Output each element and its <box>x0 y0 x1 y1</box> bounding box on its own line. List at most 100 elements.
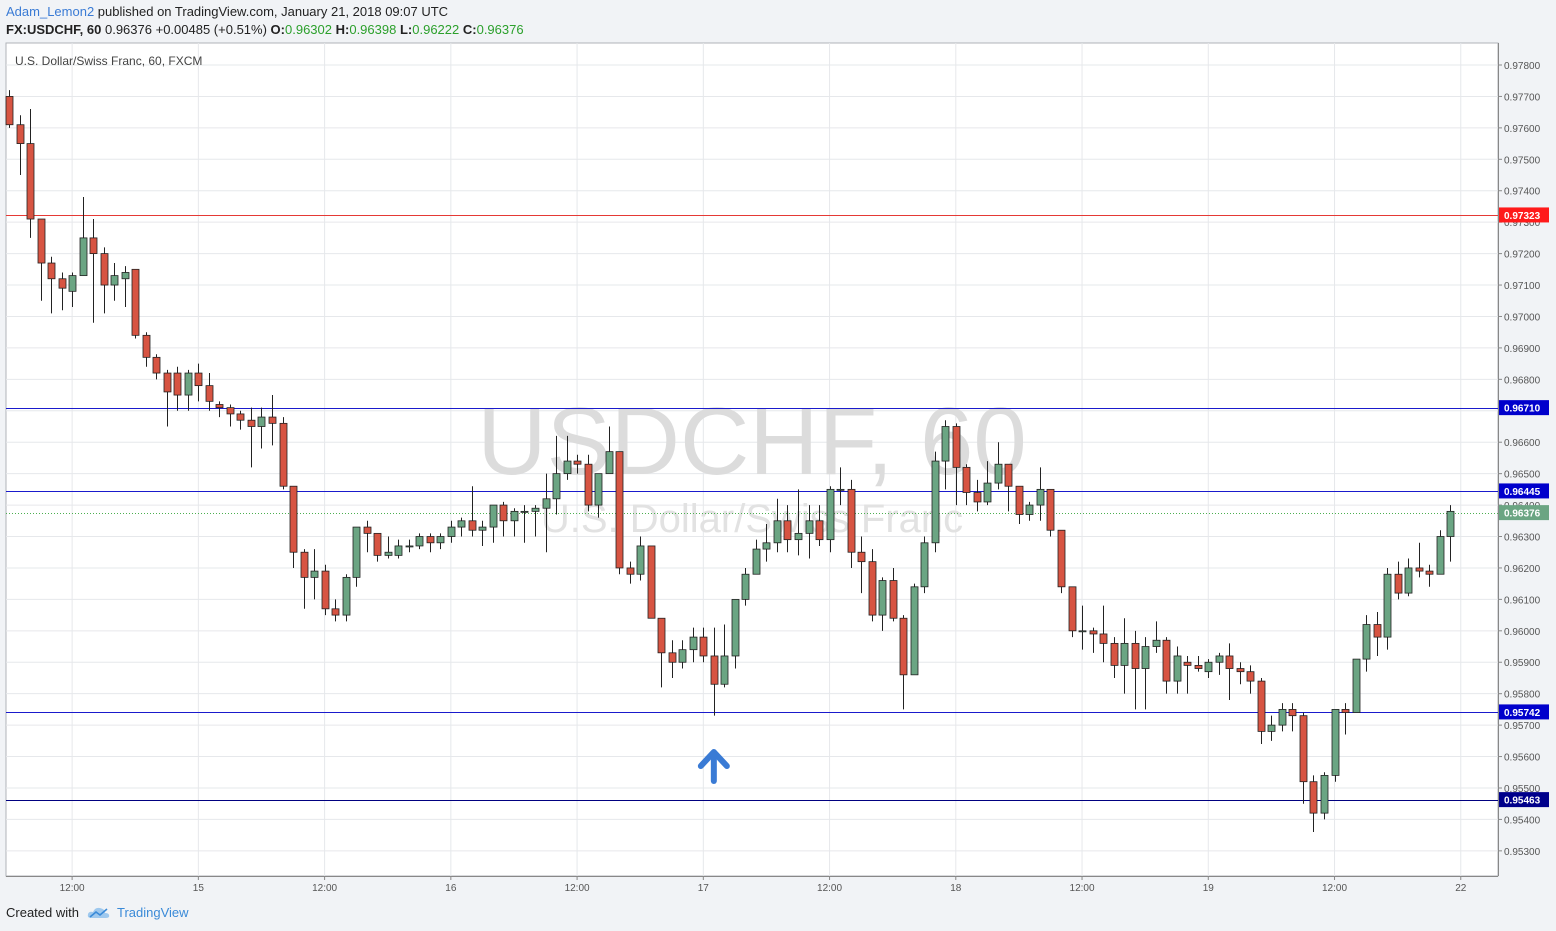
candle <box>142 332 151 367</box>
price-tick-label: 0.96600 <box>1504 438 1541 449</box>
candle-body <box>1089 630 1098 635</box>
candle-body <box>573 460 582 465</box>
candle-body <box>447 526 456 537</box>
candle-body <box>457 520 466 528</box>
candle-body <box>510 510 519 522</box>
level-price-tag: 0.96710 <box>1499 400 1549 416</box>
candle-body <box>300 551 309 578</box>
candle-body <box>794 532 803 541</box>
price-tick-label: 0.97000 <box>1504 312 1541 323</box>
candle <box>1036 467 1045 521</box>
candle <box>752 539 761 575</box>
candle <box>1309 775 1318 832</box>
candle-body <box>1152 639 1161 647</box>
candle-body <box>184 372 193 396</box>
candle <box>1025 501 1034 521</box>
candle-body <box>426 536 435 544</box>
candle <box>1194 655 1203 672</box>
price-tick-label: 0.95400 <box>1504 815 1541 826</box>
candle <box>1183 655 1192 694</box>
candle-body <box>1057 529 1066 588</box>
candle-body <box>878 580 887 616</box>
candle-body <box>605 451 614 475</box>
candle-body <box>941 426 950 462</box>
symbol-interval: FX:USDCHF, 60 <box>6 22 102 37</box>
candle <box>1068 586 1077 638</box>
candle <box>1278 703 1287 732</box>
level-price-tag-bg <box>1499 792 1549 808</box>
candle-body <box>1331 709 1340 776</box>
candle-body <box>405 545 414 548</box>
candle-body <box>1288 709 1297 717</box>
last-price: 0.96376 <box>104 22 152 37</box>
candle <box>457 517 466 537</box>
candle-body <box>1425 570 1434 575</box>
price-tick-label: 0.96300 <box>1504 533 1541 544</box>
ohlc-legend: FX:USDCHF, 60 0.96376 +0.00485 (+0.51%) … <box>6 22 524 37</box>
candle <box>331 599 340 622</box>
candle <box>710 627 719 716</box>
candle <box>847 479 856 568</box>
candle <box>1099 605 1108 663</box>
candle-body <box>131 268 140 336</box>
candle-body <box>1162 639 1171 682</box>
candle-body <box>47 262 56 280</box>
candle <box>415 533 424 550</box>
candle <box>1415 542 1424 578</box>
candle <box>920 536 929 594</box>
candle-body <box>983 482 992 503</box>
candle-body <box>1141 646 1150 669</box>
candle-body <box>1015 485 1024 515</box>
price-tick-label: 0.97100 <box>1504 281 1541 292</box>
price-tick-label: 0.97700 <box>1504 92 1541 103</box>
candle <box>1004 463 1013 512</box>
author-link[interactable]: Adam_Lemon2 <box>6 4 95 19</box>
candle <box>110 263 119 301</box>
candle-body <box>857 551 866 563</box>
candle <box>300 549 309 609</box>
candle <box>626 561 635 584</box>
candle <box>741 567 750 606</box>
candle-body <box>331 608 340 616</box>
candle-body <box>415 536 424 547</box>
candle-body <box>342 576 351 616</box>
candle-body <box>1110 642 1119 666</box>
candle <box>37 218 46 301</box>
candle <box>226 404 235 427</box>
candle-body <box>720 655 729 685</box>
candle <box>1204 659 1213 678</box>
price-change: +0.00485 (+0.51%) <box>155 22 267 37</box>
price-tick-label: 0.96100 <box>1504 595 1541 606</box>
candle <box>1257 677 1266 744</box>
candle <box>563 435 572 480</box>
level-price-tag-text: 0.96445 <box>1504 487 1541 498</box>
candle-body <box>1215 655 1224 663</box>
level-price-tag-text: 0.95742 <box>1504 708 1541 719</box>
candle <box>584 454 593 512</box>
tradingview-brand[interactable]: TradingView <box>87 905 189 920</box>
candle-body <box>205 385 214 402</box>
candle <box>973 479 982 512</box>
candle-body <box>1299 715 1308 783</box>
candle <box>994 442 1003 490</box>
candle <box>121 266 130 308</box>
candle-body <box>226 407 235 415</box>
candle-body <box>815 520 824 541</box>
candle <box>1225 643 1234 700</box>
candle <box>815 505 824 546</box>
price-tick-label: 0.97400 <box>1504 187 1541 198</box>
tradingview-brand-label: TradingView <box>116 905 189 920</box>
candle <box>1015 485 1024 524</box>
candle-body <box>310 570 319 578</box>
candle-body <box>1436 536 1445 575</box>
candle-body <box>26 143 35 220</box>
candle-body <box>194 372 203 387</box>
level-price-tag: 0.97323 <box>1499 207 1549 223</box>
candle-body <box>1352 658 1361 713</box>
time-tick-label: 12:00 <box>60 883 85 894</box>
candle-body <box>489 504 498 528</box>
candle-body <box>142 334 151 358</box>
candle <box>1394 561 1403 600</box>
candle-body <box>847 488 856 553</box>
